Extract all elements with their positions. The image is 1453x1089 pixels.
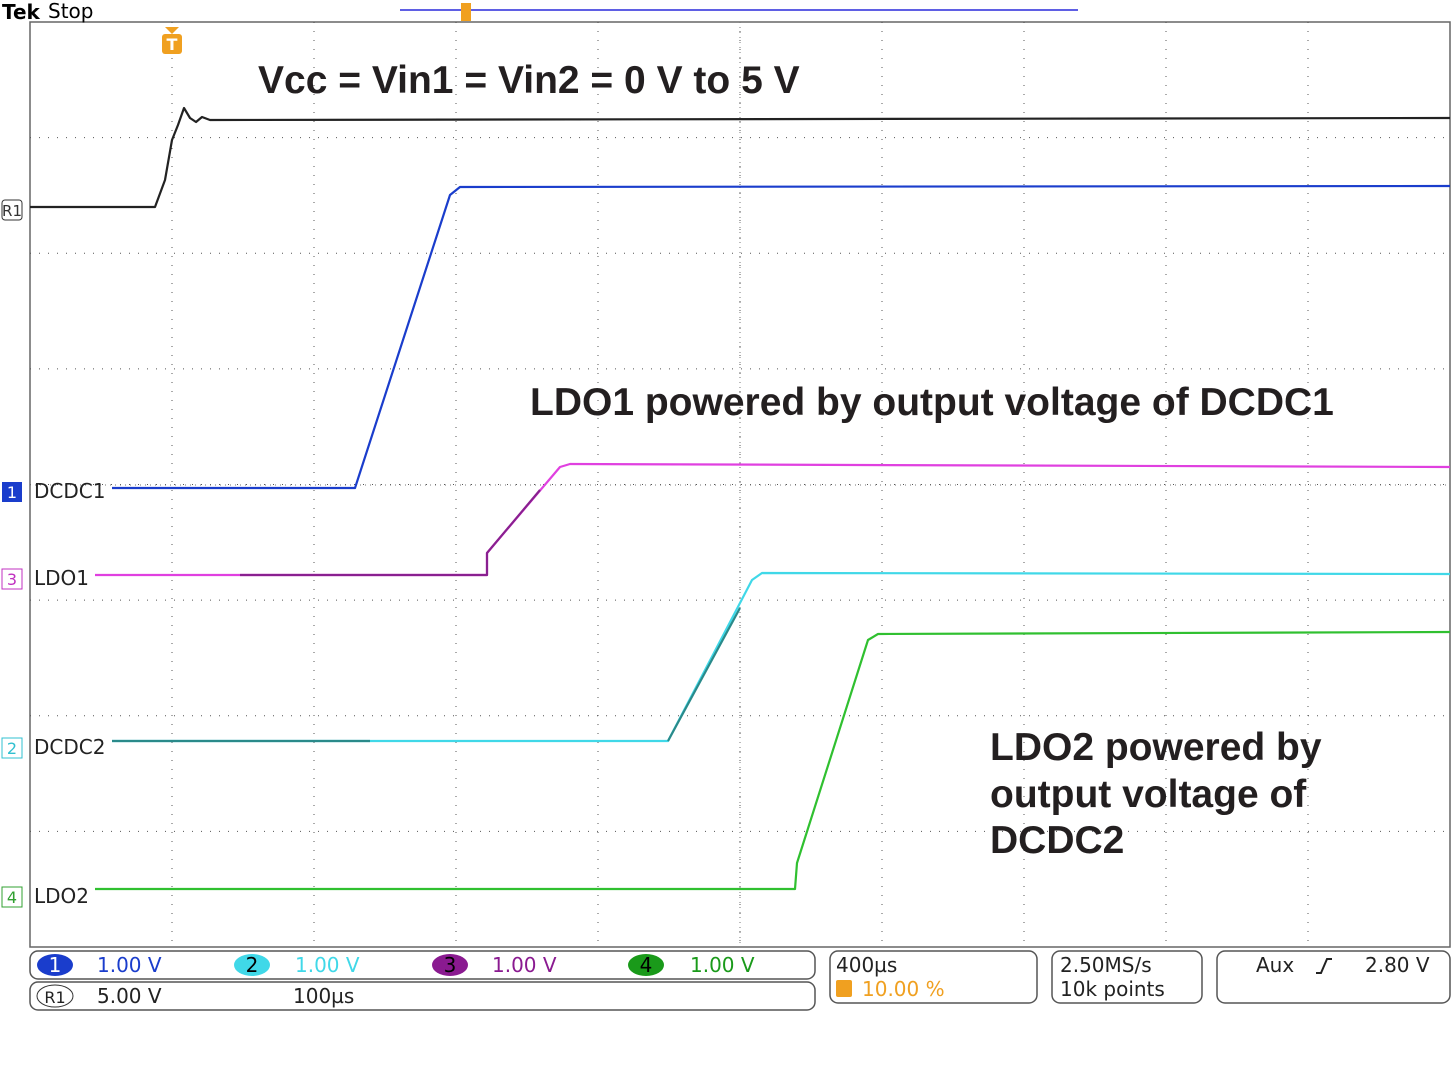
acquisition-box (1051, 950, 1203, 1004)
trace-label: DCDC1 (34, 479, 105, 503)
trigger-position-icon (836, 980, 852, 997)
trigger-marker (162, 34, 182, 54)
annotation: output voltage of (990, 773, 1307, 816)
marker-box (1, 568, 23, 590)
reference-badge (36, 984, 74, 1008)
channel-badge (628, 954, 664, 976)
trigger-source: Aux (1256, 953, 1294, 977)
trace-marker: 1 (7, 483, 17, 502)
reference-box (29, 981, 816, 1011)
marker-box (1, 199, 23, 221)
annotation: Vcc = Vin1 = Vin2 = 0 V to 5 V (258, 59, 800, 102)
channel-box (29, 950, 816, 980)
trigger-position: 10.00 % (862, 977, 945, 1001)
trace-dcdc2-overlap (112, 607, 741, 743)
record-length: 10k points (1060, 977, 1165, 1001)
reference-id: R1 (44, 988, 65, 1007)
trace-label: DCDC2 (34, 735, 105, 759)
channel-scale: 1.00 V (492, 953, 557, 977)
sample-rate: 2.50MS/s (1060, 953, 1152, 977)
channel-id: 4 (640, 953, 653, 977)
reference-scale: 5.00 V (97, 984, 162, 1008)
graticule (29, 21, 1451, 948)
timebase: 400µs (836, 953, 897, 977)
channel-scale: 1.00 V (97, 953, 162, 977)
channel-badge (37, 954, 73, 976)
channel-badge (432, 954, 468, 976)
trigger-level: 2.80 V (1365, 953, 1430, 977)
record-trigger-marker (461, 3, 471, 21)
channel-badge (234, 954, 270, 976)
trace-label: LDO1 (34, 566, 89, 590)
brand: Tek (2, 0, 41, 24)
annotation: LDO1 powered by output voltage of DCDC1 (530, 381, 1334, 424)
run-status: Stop (48, 0, 93, 23)
trace-marker: 2 (7, 739, 17, 758)
marker-box (2, 482, 22, 502)
trigger-arrow (165, 27, 179, 34)
channel-id: 1 (49, 953, 62, 977)
trace-marker: 4 (7, 888, 17, 907)
trigger-box (1216, 950, 1451, 1004)
annotation: DCDC2 (990, 819, 1124, 862)
channel-id: 3 (444, 953, 457, 977)
trace-ldo2 (95, 630, 1451, 891)
trigger-marker-letter: T (167, 35, 178, 54)
trace-marker: 3 (7, 570, 17, 589)
channel-scale: 1.00 V (295, 953, 360, 977)
status-bar: 1 1.00 V 2 1.00 V 3 1.00 V 4 1.00 V R1 5… (29, 950, 1451, 1011)
reference-timebase: 100µs (293, 984, 354, 1008)
trace-markers: R1 1 DCDC1 3 LDO1 2 DCDC2 4 LDO2 (1, 199, 105, 908)
channel-id: 2 (246, 953, 259, 977)
trace-ldo1-overlap (240, 489, 541, 577)
trace-r1 (30, 106, 1451, 209)
marker-box (1, 737, 23, 759)
trace-label: LDO2 (34, 884, 89, 908)
trace-dcdc2 (112, 571, 1451, 743)
trace-marker: R1 (2, 202, 22, 220)
channel-scale: 1.00 V (690, 953, 755, 977)
horizontal-box (829, 950, 1038, 1004)
trace-ldo1 (95, 462, 1451, 577)
marker-box (1, 886, 23, 908)
trigger-slope (1316, 958, 1332, 974)
annotation: LDO2 powered by (990, 726, 1322, 769)
trace-dcdc1 (112, 184, 1451, 490)
